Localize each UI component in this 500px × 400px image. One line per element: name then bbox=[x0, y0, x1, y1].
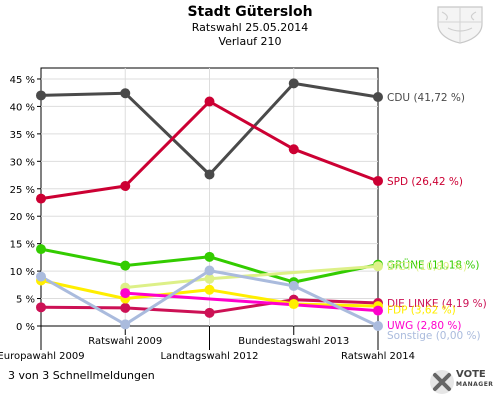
chart-title: Stadt Gütersloh bbox=[187, 4, 313, 20]
y-tick-label: 45 % bbox=[10, 75, 35, 86]
y-tick-label: 15 % bbox=[10, 240, 35, 251]
series-label: SPD (26,42 %) bbox=[387, 176, 463, 188]
data-point bbox=[288, 299, 299, 310]
x-tick-label: Bundestagswahl 2013 bbox=[238, 336, 349, 347]
x-tick-label: Landtagswahl 2012 bbox=[160, 351, 258, 362]
y-tick-label: 0 % bbox=[16, 322, 35, 333]
data-point bbox=[120, 260, 131, 271]
series-label: GRÜNE (11,18 %) bbox=[387, 259, 480, 272]
brand-name: VOTE bbox=[456, 369, 486, 380]
x-tick-label: Europawahl 2009 bbox=[0, 351, 85, 362]
data-point bbox=[204, 169, 215, 180]
data-point bbox=[288, 280, 299, 291]
series-labels: CDU (41,72 %) SPD (26,42 %) GRÜNE (11,18 %… bbox=[387, 92, 487, 342]
data-point bbox=[204, 284, 215, 295]
series-label: FDP (3,62 %) bbox=[387, 305, 456, 317]
data-point bbox=[120, 288, 131, 299]
y-tick-label: 5 % bbox=[16, 295, 35, 306]
y-tick-label: 25 % bbox=[10, 185, 35, 196]
data-point bbox=[373, 321, 383, 331]
data-point bbox=[204, 273, 215, 284]
footer-note: 3 von 3 Schnellmeldungen bbox=[8, 369, 155, 382]
data-point bbox=[288, 78, 299, 89]
data-point bbox=[36, 271, 46, 282]
data-point bbox=[373, 305, 383, 316]
x-tick-label: Ratswahl 2014 bbox=[341, 351, 415, 362]
y-tick-label: 20 % bbox=[10, 212, 35, 223]
y-tick-label: 35 % bbox=[10, 130, 35, 141]
series-label: DIE LINKE (4,19 %) bbox=[387, 298, 487, 310]
data-point bbox=[373, 175, 383, 186]
series-label: CDU (41,72 %) bbox=[387, 92, 465, 104]
x-tick-label: Ratswahl 2009 bbox=[88, 336, 162, 347]
axis-layer: 0 % 5 % 10 % 15 % 20 % 25 % 30 % 35 % 40 % 45 % Eu… bbox=[0, 75, 415, 362]
series-points bbox=[36, 78, 383, 331]
y-tick-label: 10 % bbox=[10, 267, 35, 278]
series-label: Sonstige (0,00 %) bbox=[387, 330, 481, 342]
data-point bbox=[36, 244, 46, 255]
chart-subtitle-detail: Verlauf 210 bbox=[218, 35, 282, 48]
data-point bbox=[288, 144, 299, 155]
series-label: UWG (2,80 %) bbox=[387, 320, 461, 332]
series-label: BfGT (10,89 %) bbox=[387, 261, 467, 273]
data-point bbox=[204, 307, 215, 318]
y-tick-label: 40 % bbox=[10, 102, 35, 113]
data-point bbox=[120, 302, 131, 313]
data-point bbox=[120, 319, 131, 330]
data-point bbox=[36, 193, 46, 204]
data-point bbox=[36, 90, 46, 101]
data-point bbox=[373, 91, 383, 102]
data-point bbox=[373, 261, 383, 272]
chart-header: Stadt Gütersloh Ratswahl 25.05.2014 Verl… bbox=[0, 4, 500, 49]
brand-logo-icon bbox=[430, 370, 454, 394]
coat-of-arms-icon bbox=[437, 6, 483, 44]
data-point bbox=[204, 265, 215, 276]
data-point bbox=[204, 251, 215, 262]
chart-subtitle: Ratswahl 25.05.2014 bbox=[191, 21, 309, 34]
y-tick-label: 30 % bbox=[10, 157, 35, 168]
data-point bbox=[36, 302, 46, 313]
data-point bbox=[120, 181, 131, 192]
data-point bbox=[204, 96, 215, 107]
brand-subname: MANAGER bbox=[456, 381, 494, 388]
data-point bbox=[120, 88, 131, 99]
